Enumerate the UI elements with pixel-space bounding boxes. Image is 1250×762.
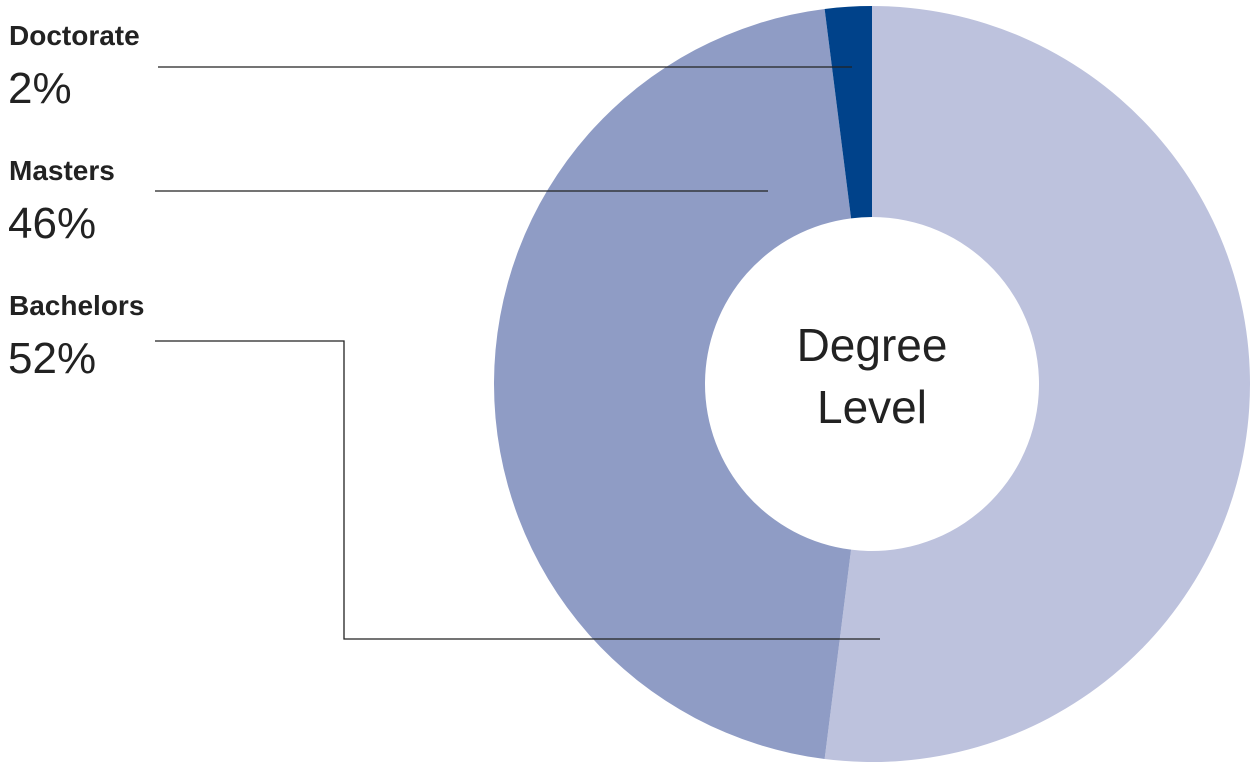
donut-segment — [824, 6, 1250, 762]
donut-segment — [824, 6, 872, 219]
leader-line — [155, 340, 880, 640]
donut-segment — [493, 8, 852, 760]
value-label: 2% — [8, 64, 72, 113]
value-label: 46% — [8, 199, 96, 248]
category-label: Doctorate — [9, 20, 140, 51]
category-label: Masters — [9, 155, 115, 186]
value-label: 52% — [8, 334, 96, 383]
category-label: Bachelors — [9, 290, 144, 321]
center-label: Degree Level — [796, 319, 948, 433]
